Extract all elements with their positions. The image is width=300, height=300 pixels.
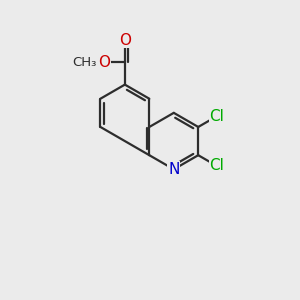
Text: Cl: Cl bbox=[209, 109, 224, 124]
Text: N: N bbox=[168, 162, 179, 177]
Text: Cl: Cl bbox=[209, 158, 224, 173]
Text: O: O bbox=[98, 55, 110, 70]
Text: O: O bbox=[119, 32, 131, 47]
Text: CH₃: CH₃ bbox=[73, 56, 97, 69]
